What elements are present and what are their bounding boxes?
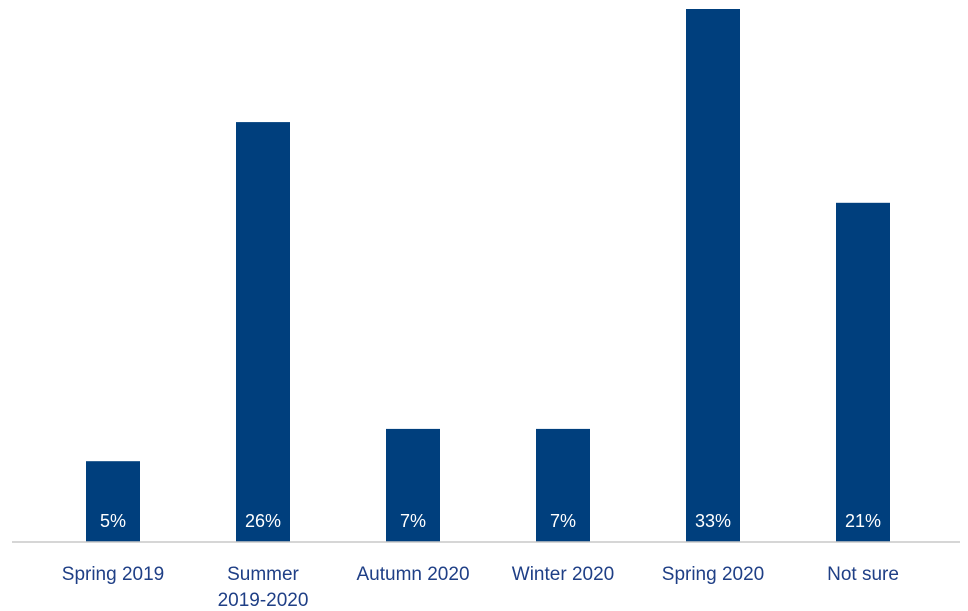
category-label-5: Not sure [827, 564, 899, 585]
bar-3 [536, 428, 590, 542]
bar-value-label-1: 26% [245, 511, 281, 531]
bar-1 [236, 122, 290, 542]
category-label-4: Spring 2020 [662, 564, 764, 585]
bar-4 [686, 9, 740, 542]
bar-value-label-4: 33% [695, 511, 731, 531]
category-label-1-line-1: 2019-2020 [218, 590, 309, 611]
category-label-0: Spring 2019 [62, 564, 164, 585]
bar-0 [86, 461, 140, 542]
category-label-2: Autumn 2020 [356, 564, 469, 585]
category-label-1-line-0: Summer [227, 564, 299, 585]
data-labels-group: 5% 26% 7% 7% 33% 21% [100, 511, 881, 531]
bar-2 [386, 428, 440, 542]
bar-5 [836, 202, 890, 543]
bar-value-label-3: 7% [550, 511, 576, 531]
bars-group [86, 9, 890, 543]
category-label-3: Winter 2020 [512, 564, 614, 585]
category-labels-group: Spring 2019 Summer 2019-2020 Autumn 2020 Win… [62, 564, 899, 611]
bar-value-label-5: 21% [845, 511, 881, 531]
bar-value-label-2: 7% [400, 511, 426, 531]
bar-value-label-0: 5% [100, 511, 126, 531]
